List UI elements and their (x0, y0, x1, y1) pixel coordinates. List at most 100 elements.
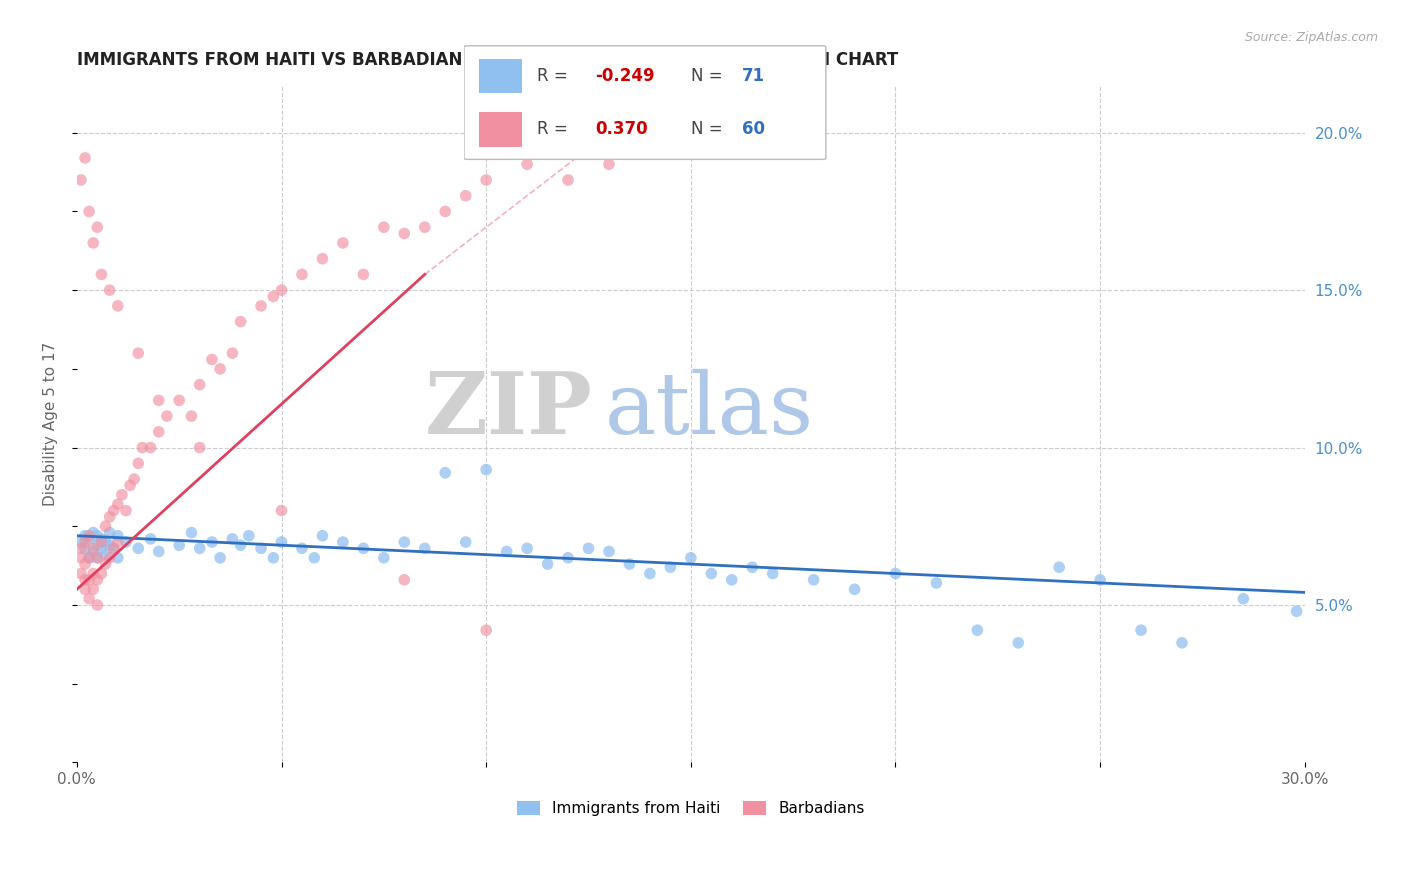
Point (1130, 624, 1153, 638)
Point (86, 573, 108, 587)
Point (73, 529, 96, 543)
FancyBboxPatch shape (478, 59, 523, 94)
Point (107, 299, 129, 313)
Point (156, 409, 179, 423)
Point (394, 573, 416, 587)
Point (139, 441, 162, 455)
Text: ZIP: ZIP (425, 368, 592, 452)
Text: Source: ZipAtlas.com: Source: ZipAtlas.com (1244, 31, 1378, 45)
Point (475, 624, 498, 638)
Point (598, 157, 620, 171)
Point (516, 541, 538, 556)
Point (94, 557, 117, 571)
Point (238, 529, 260, 543)
Point (86, 529, 108, 543)
Point (90, 268, 112, 282)
Point (201, 535, 224, 549)
Point (77, 532, 100, 546)
Text: R =: R = (537, 67, 568, 85)
Point (115, 535, 138, 549)
Point (270, 283, 292, 297)
Point (98, 550, 121, 565)
Text: R =: R = (537, 120, 568, 138)
Point (475, 173, 498, 187)
Point (167, 393, 190, 408)
Point (73, 541, 96, 556)
Point (394, 227, 416, 241)
Point (373, 220, 395, 235)
Point (1047, 560, 1070, 574)
Point (304, 550, 326, 565)
Point (148, 393, 170, 408)
Point (73, 573, 96, 587)
Point (82, 544, 104, 558)
Point (180, 525, 202, 540)
Point (86, 220, 108, 235)
Point (679, 550, 702, 565)
Point (90, 566, 112, 581)
Point (434, 466, 457, 480)
Point (94, 519, 117, 533)
Point (413, 220, 436, 235)
FancyBboxPatch shape (478, 112, 523, 146)
Point (98, 525, 121, 540)
Point (115, 503, 138, 517)
Point (127, 541, 149, 556)
Point (332, 235, 354, 250)
Point (720, 573, 742, 587)
Point (148, 544, 170, 558)
Text: atlas: atlas (605, 369, 814, 452)
Point (536, 557, 558, 571)
Point (741, 560, 763, 574)
Point (86, 550, 108, 565)
Point (394, 535, 416, 549)
Point (229, 538, 252, 552)
Point (90, 541, 112, 556)
Point (180, 409, 202, 423)
Point (201, 352, 224, 367)
Point (516, 157, 538, 171)
Point (73, 557, 96, 571)
Text: N =: N = (690, 67, 723, 85)
Point (103, 541, 125, 556)
Point (77, 550, 100, 565)
Point (925, 576, 948, 591)
FancyBboxPatch shape (464, 45, 825, 160)
Point (311, 529, 333, 543)
Point (373, 550, 395, 565)
Y-axis label: Disability Age 5 to 17: Disability Age 5 to 17 (44, 342, 58, 506)
Point (966, 624, 988, 638)
Point (659, 560, 682, 574)
Point (127, 346, 149, 360)
Point (188, 541, 211, 556)
Point (209, 362, 232, 376)
Point (679, 126, 702, 140)
Point (1088, 573, 1111, 587)
Point (598, 544, 620, 558)
Point (90, 532, 112, 546)
Point (352, 268, 374, 282)
Point (262, 550, 284, 565)
Point (127, 456, 149, 470)
Point (120, 478, 142, 492)
Point (167, 538, 190, 552)
Point (250, 299, 273, 313)
Point (557, 173, 579, 187)
Point (86, 538, 108, 552)
Point (103, 541, 125, 556)
Point (77, 591, 100, 606)
Point (77, 529, 100, 543)
Point (270, 503, 292, 517)
Point (107, 497, 129, 511)
Point (70, 550, 93, 565)
Point (803, 573, 825, 587)
Point (70, 541, 93, 556)
Point (122, 472, 145, 486)
Text: 71: 71 (742, 67, 765, 85)
Point (454, 188, 477, 202)
Point (103, 503, 125, 517)
Legend: Immigrants from Haiti, Barbadians: Immigrants from Haiti, Barbadians (510, 795, 870, 822)
Point (844, 582, 866, 597)
Point (291, 268, 314, 282)
Point (557, 550, 579, 565)
